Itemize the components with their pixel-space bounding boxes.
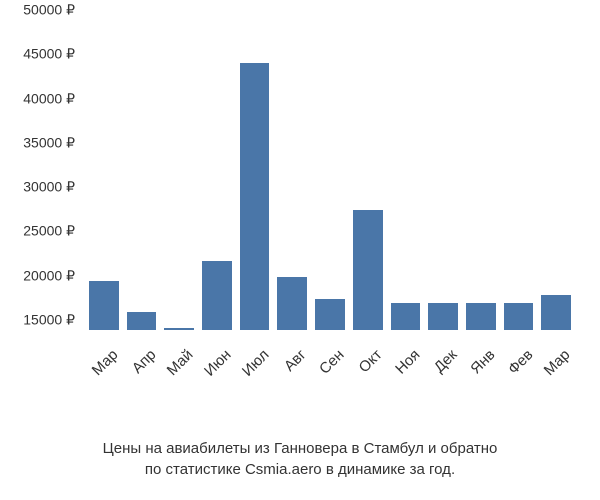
x-axis: МарАпрМайИюнИюлАвгСенОктНояДекЯнвФевМар <box>80 330 580 390</box>
bar <box>277 277 307 330</box>
chart-container: 15000 ₽20000 ₽25000 ₽30000 ₽35000 ₽40000… <box>80 20 580 390</box>
chart-caption: Цены на авиабилеты из Ганновера в Стамбу… <box>0 438 600 480</box>
bar <box>428 303 458 330</box>
bars-group <box>80 20 580 330</box>
bar <box>353 210 383 330</box>
bar <box>240 63 270 330</box>
y-tick-label: 30000 ₽ <box>5 179 75 196</box>
bar <box>391 303 421 330</box>
bar <box>127 312 157 330</box>
y-tick-label: 15000 ₽ <box>5 312 75 329</box>
y-tick-label: 35000 ₽ <box>5 134 75 151</box>
y-tick-label: 50000 ₽ <box>5 2 75 19</box>
y-tick-label: 45000 ₽ <box>5 46 75 63</box>
bar <box>466 303 496 330</box>
bar <box>89 281 119 330</box>
bar <box>504 303 534 330</box>
y-axis: 15000 ₽ 20000 ₽ 25000 ₽ 30000 ₽ 35000 ₽ 40000… <box>5 20 75 330</box>
y-tick-label: 20000 ₽ <box>5 267 75 284</box>
bar <box>315 299 345 330</box>
plot-area: 15000 ₽20000 ₽25000 ₽30000 ₽35000 ₽40000… <box>80 20 580 330</box>
y-tick-label: 40000 ₽ <box>5 90 75 107</box>
caption-line-2: по статистике Csmia.aero в динамике за г… <box>145 461 455 478</box>
caption-line-1: Цены на авиабилеты из Ганновера в Стамбу… <box>103 440 498 457</box>
bar <box>541 295 571 330</box>
y-tick-label: 25000 ₽ <box>5 223 75 240</box>
bar <box>202 261 232 330</box>
